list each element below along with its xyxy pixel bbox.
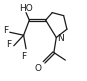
Text: F: F xyxy=(3,26,8,35)
Text: N: N xyxy=(57,35,64,43)
Text: HO: HO xyxy=(19,4,33,13)
Text: F: F xyxy=(21,52,26,61)
Text: O: O xyxy=(35,64,42,73)
Text: F: F xyxy=(6,40,11,49)
